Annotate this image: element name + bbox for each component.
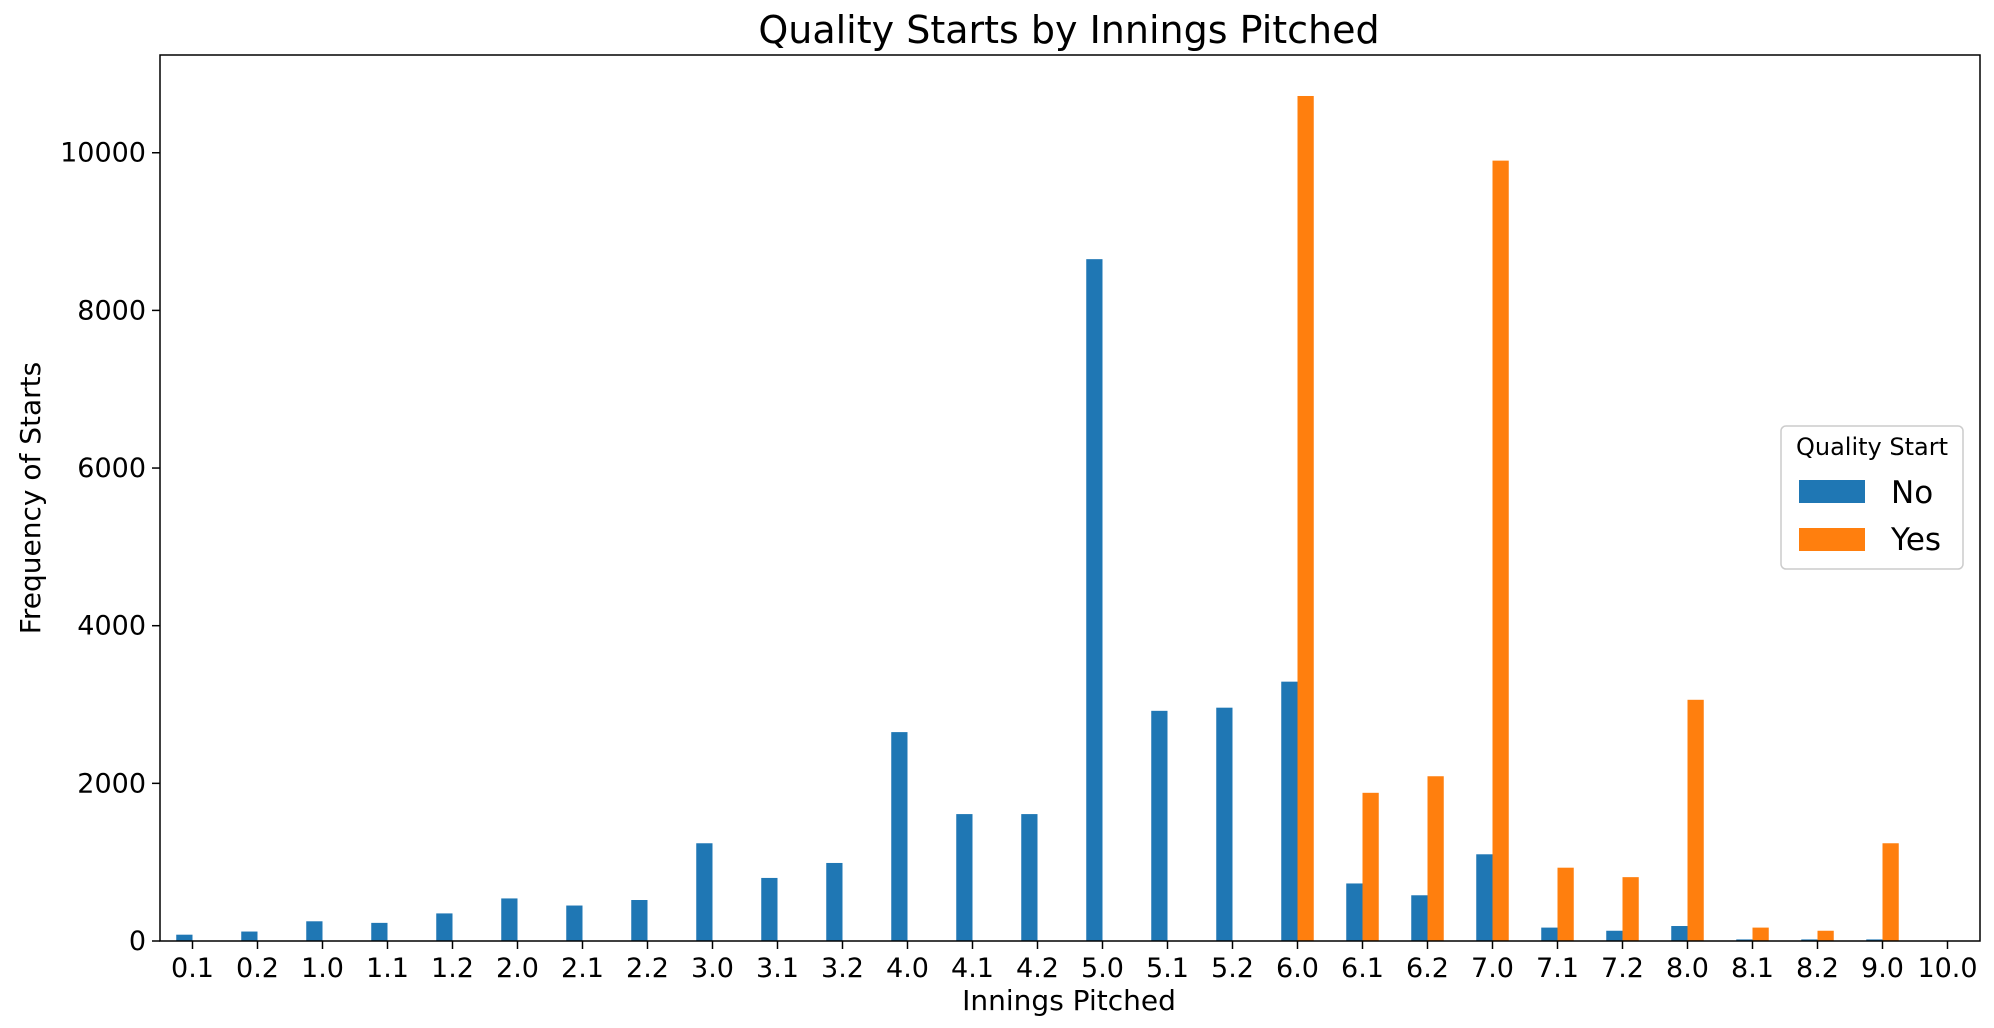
y-tick-label: 4000 [77, 611, 146, 642]
x-tick-label: 1.0 [301, 953, 344, 984]
bar-yes-7.0 [1493, 161, 1509, 941]
x-tick-label: 1.1 [366, 953, 409, 984]
x-tick-label: 7.2 [1601, 953, 1644, 984]
y-tick-label: 2000 [77, 768, 146, 799]
bar-no-5.0 [1086, 259, 1102, 941]
bar-no-4.2 [1021, 814, 1037, 941]
bar-no-1.1 [371, 923, 387, 941]
bar-no-1.0 [306, 921, 322, 941]
x-tick-label: 4.2 [1016, 953, 1059, 984]
legend-swatch-no [1799, 480, 1865, 503]
x-tick-label: 2.1 [561, 953, 604, 984]
x-tick-label: 1.2 [431, 953, 474, 984]
x-axis-label: Innings Pitched [962, 984, 1176, 1017]
bar-no-7.1 [1541, 928, 1557, 941]
bar-no-5.1 [1151, 711, 1167, 941]
bars-group [176, 96, 1899, 941]
x-tick-label: 7.0 [1471, 953, 1514, 984]
x-axis: 0.1 0.2 1.0 1.1 1.2 2.0 2.1 2.2 3.0 3.1 3.2 4.0 4.1 4… [171, 941, 1978, 984]
legend-label-no: No [1891, 475, 1933, 511]
x-tick-label: 8.2 [1796, 953, 1839, 984]
bar-yes-8.0 [1688, 700, 1704, 941]
x-tick-label: 4.1 [951, 953, 994, 984]
bar-yes-6.1 [1363, 793, 1379, 941]
x-tick-label: 7.1 [1536, 953, 1579, 984]
bar-yes-9.0 [1883, 843, 1899, 941]
x-tick-label: 2.0 [496, 953, 539, 984]
y-tick-label: 0 [129, 926, 146, 957]
bar-no-6.1 [1346, 883, 1362, 941]
bar-yes-6.2 [1428, 776, 1444, 941]
bar-no-2.1 [566, 906, 582, 941]
bar-no-6.2 [1411, 895, 1427, 941]
x-tick-label: 5.0 [1081, 953, 1124, 984]
bar-no-6.0 [1281, 682, 1297, 941]
plot-frame [160, 55, 1980, 941]
bar-yes-8.2 [1818, 931, 1834, 941]
x-tick-label: 9.0 [1861, 953, 1904, 984]
x-tick-label: 5.1 [1146, 953, 1189, 984]
bar-no-3.1 [761, 878, 777, 941]
bar-no-8.0 [1671, 926, 1687, 941]
bar-no-3.0 [696, 843, 712, 941]
x-tick-label: 8.0 [1666, 953, 1709, 984]
x-tick-label: 8.1 [1731, 953, 1774, 984]
bar-yes-8.1 [1753, 928, 1769, 941]
bar-yes-6.0 [1298, 96, 1314, 941]
bar-yes-7.1 [1558, 868, 1574, 941]
bar-no-0.1 [176, 935, 192, 941]
legend-label-yes: Yes [1890, 522, 1941, 558]
x-tick-label: 3.2 [821, 953, 864, 984]
x-tick-label: 0.2 [236, 953, 279, 984]
bar-no-0.2 [241, 932, 257, 941]
chart-title: Quality Starts by Innings Pitched [758, 8, 1379, 52]
y-tick-label: 10000 [60, 138, 146, 169]
x-tick-label: 6.0 [1276, 953, 1319, 984]
bar-no-4.1 [956, 814, 972, 941]
x-tick-label: 6.2 [1406, 953, 1449, 984]
legend: Quality Start No Yes [1781, 426, 1963, 569]
bar-no-2.2 [631, 900, 647, 941]
bar-no-1.2 [436, 913, 452, 941]
bar-no-7.2 [1606, 931, 1622, 941]
y-tick-label: 8000 [77, 295, 146, 326]
legend-title: Quality Start [1796, 433, 1948, 461]
x-tick-label: 5.2 [1211, 953, 1254, 984]
x-tick-label: 10.0 [1917, 953, 1977, 984]
x-tick-label: 2.2 [626, 953, 669, 984]
bar-no-5.2 [1216, 708, 1232, 941]
x-tick-label: 3.1 [756, 953, 799, 984]
y-axis: 0 2000 4000 6000 8000 10000 [60, 138, 160, 957]
bar-no-3.2 [826, 863, 842, 941]
bar-no-7.0 [1476, 854, 1492, 941]
x-tick-label: 4.0 [886, 953, 929, 984]
x-tick-label: 0.1 [171, 953, 214, 984]
bar-yes-7.2 [1623, 877, 1639, 941]
x-tick-label: 6.1 [1341, 953, 1384, 984]
x-tick-label: 3.0 [691, 953, 734, 984]
bar-no-4.0 [891, 732, 907, 941]
bar-no-2.0 [501, 898, 517, 941]
y-axis-label: Frequency of Starts [14, 362, 47, 634]
y-tick-label: 6000 [77, 453, 146, 484]
legend-swatch-yes [1799, 528, 1865, 551]
